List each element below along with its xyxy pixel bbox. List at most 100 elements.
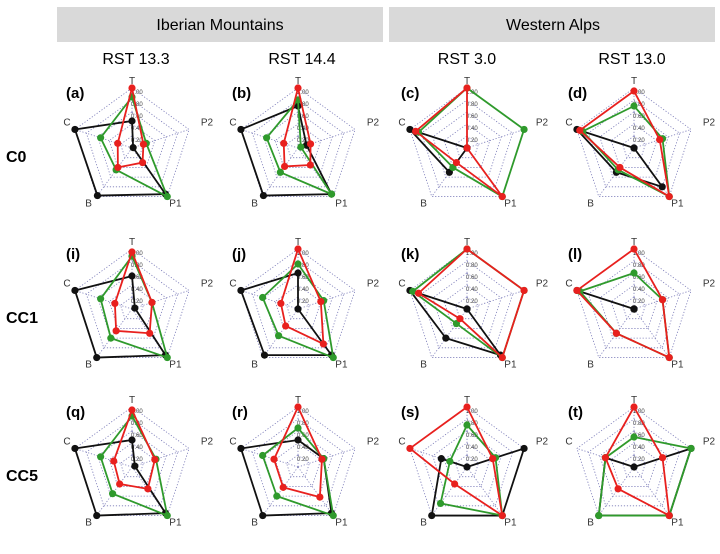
radar-point-red [116,480,124,488]
radar-point-red [148,298,156,307]
radar-point-red [306,140,315,148]
radar-spoke [297,466,334,516]
radar-point-black [237,444,245,453]
radar-spoke [131,290,190,310]
radar-tick-label: 0.80 [297,421,309,427]
radar-axis-label: C [229,117,236,128]
radar-point-red [151,455,159,464]
radar-point-red [280,139,288,147]
panel-label: (d) [568,85,587,102]
radar-point-red [498,353,506,362]
radar-point-green [263,134,271,142]
radar-series-red [113,251,153,335]
radar-series-red [409,406,504,517]
radar-axis-label: P2 [703,117,716,128]
radar-grid-ring [251,260,345,349]
radar-axis-label: T [464,395,470,406]
radar-axis-label: P1 [671,360,684,371]
radar-point-red [270,455,278,463]
radar-axis-label: T [464,237,470,248]
radar-grid-ring [251,99,345,188]
radar-series-black [240,272,333,357]
radar-axis-label: B [420,360,427,371]
radar-point-black [294,305,302,313]
radar-axis-label: C [398,117,405,128]
radar-point-black [630,463,638,471]
radar-panels: 1.00 0.80 0.60 0.40 0.20 T P2 P1 B C (a) 1.00 0.80 0.… [63,76,715,529]
radar-point-red [319,340,327,348]
radar-series-green [578,272,671,359]
radar-point-black [131,462,139,470]
radar-series-red [414,87,504,198]
radar-axis-label: P1 [169,360,182,371]
radar-tick-label: 1.00 [131,409,143,415]
radar-point-red [451,480,459,488]
radar-axis-label: C [229,278,236,289]
radar-series-green [261,263,335,359]
radar-point-black [237,125,245,134]
radar-point-black [93,353,101,362]
radar-axis-label: P2 [703,436,716,447]
radar-point-red [316,493,324,501]
radar-point-red [139,140,148,148]
row-title-cc1: CC1 [6,310,38,327]
radar-axis-label: P2 [201,278,214,289]
radar-point-black [428,511,436,520]
column-title-4: RST 13.0 [598,51,665,68]
radar-point-red [282,322,290,330]
radar-point-green [97,453,105,461]
radar-spoke [297,290,356,310]
radar-point-green [163,192,171,201]
radar-grid-ring [85,99,179,188]
radar-point-black [259,191,268,200]
radar-spoke [74,129,133,149]
radar-tick-label: 0.40 [633,126,645,132]
radar-panel-10: 1.00 0.80 0.60 0.40 0.20 T P2 P1 B C (r) [229,395,379,529]
radar-point-red [456,315,464,323]
radar-spoke [633,466,670,516]
radar-point-black [406,125,414,134]
radar-spoke [466,290,525,310]
radar-axis-label: P1 [335,518,348,529]
radar-point-red [128,248,136,256]
radar-point-red [463,403,471,411]
radar-point-red [412,127,420,135]
radar-axis-label: P2 [201,117,214,128]
radar-point-green [329,511,337,520]
radar-tick-label: 0.20 [297,457,309,463]
radar-series-red [273,406,323,498]
radar-tick-label: 1.00 [466,251,478,257]
radar-series-green [99,96,169,198]
radar-tick-label: 0.60 [131,433,143,439]
radar-series-black [74,120,167,197]
radar-series-black [430,447,525,517]
radar-grid-ring [587,418,681,507]
radar-spoke [431,466,468,516]
radar-spoke [297,147,334,197]
radar-axis-label: P1 [671,518,684,529]
radar-point-black [520,444,528,453]
radar-point-black [442,334,450,342]
radar-axis-label: T [295,395,301,406]
radar-tick-label: 0.20 [466,299,478,305]
radar-tick-label: 1.00 [131,90,143,96]
radar-series-black [240,105,333,197]
radar-point-black [630,305,638,313]
radar-grid-ring [263,111,333,178]
radar-point-green [595,511,603,520]
radar-axis-label: B [251,518,258,529]
radar-tick-label: 0.20 [633,138,645,144]
panel-label: (s) [401,404,419,421]
radar-point-green [163,511,171,520]
radar-grid-ring [274,123,322,168]
radar-grid-ring [432,272,502,339]
radar-point-green [630,269,638,277]
radar-grid-ring [432,111,502,178]
radar-tick-label: 0.60 [633,114,645,120]
radar-grid-ring [443,123,491,168]
radar-axis-label: C [565,436,572,447]
radar-axis-label: B [85,199,92,210]
radar-series-black [74,439,167,517]
radar-series-red [116,87,145,169]
